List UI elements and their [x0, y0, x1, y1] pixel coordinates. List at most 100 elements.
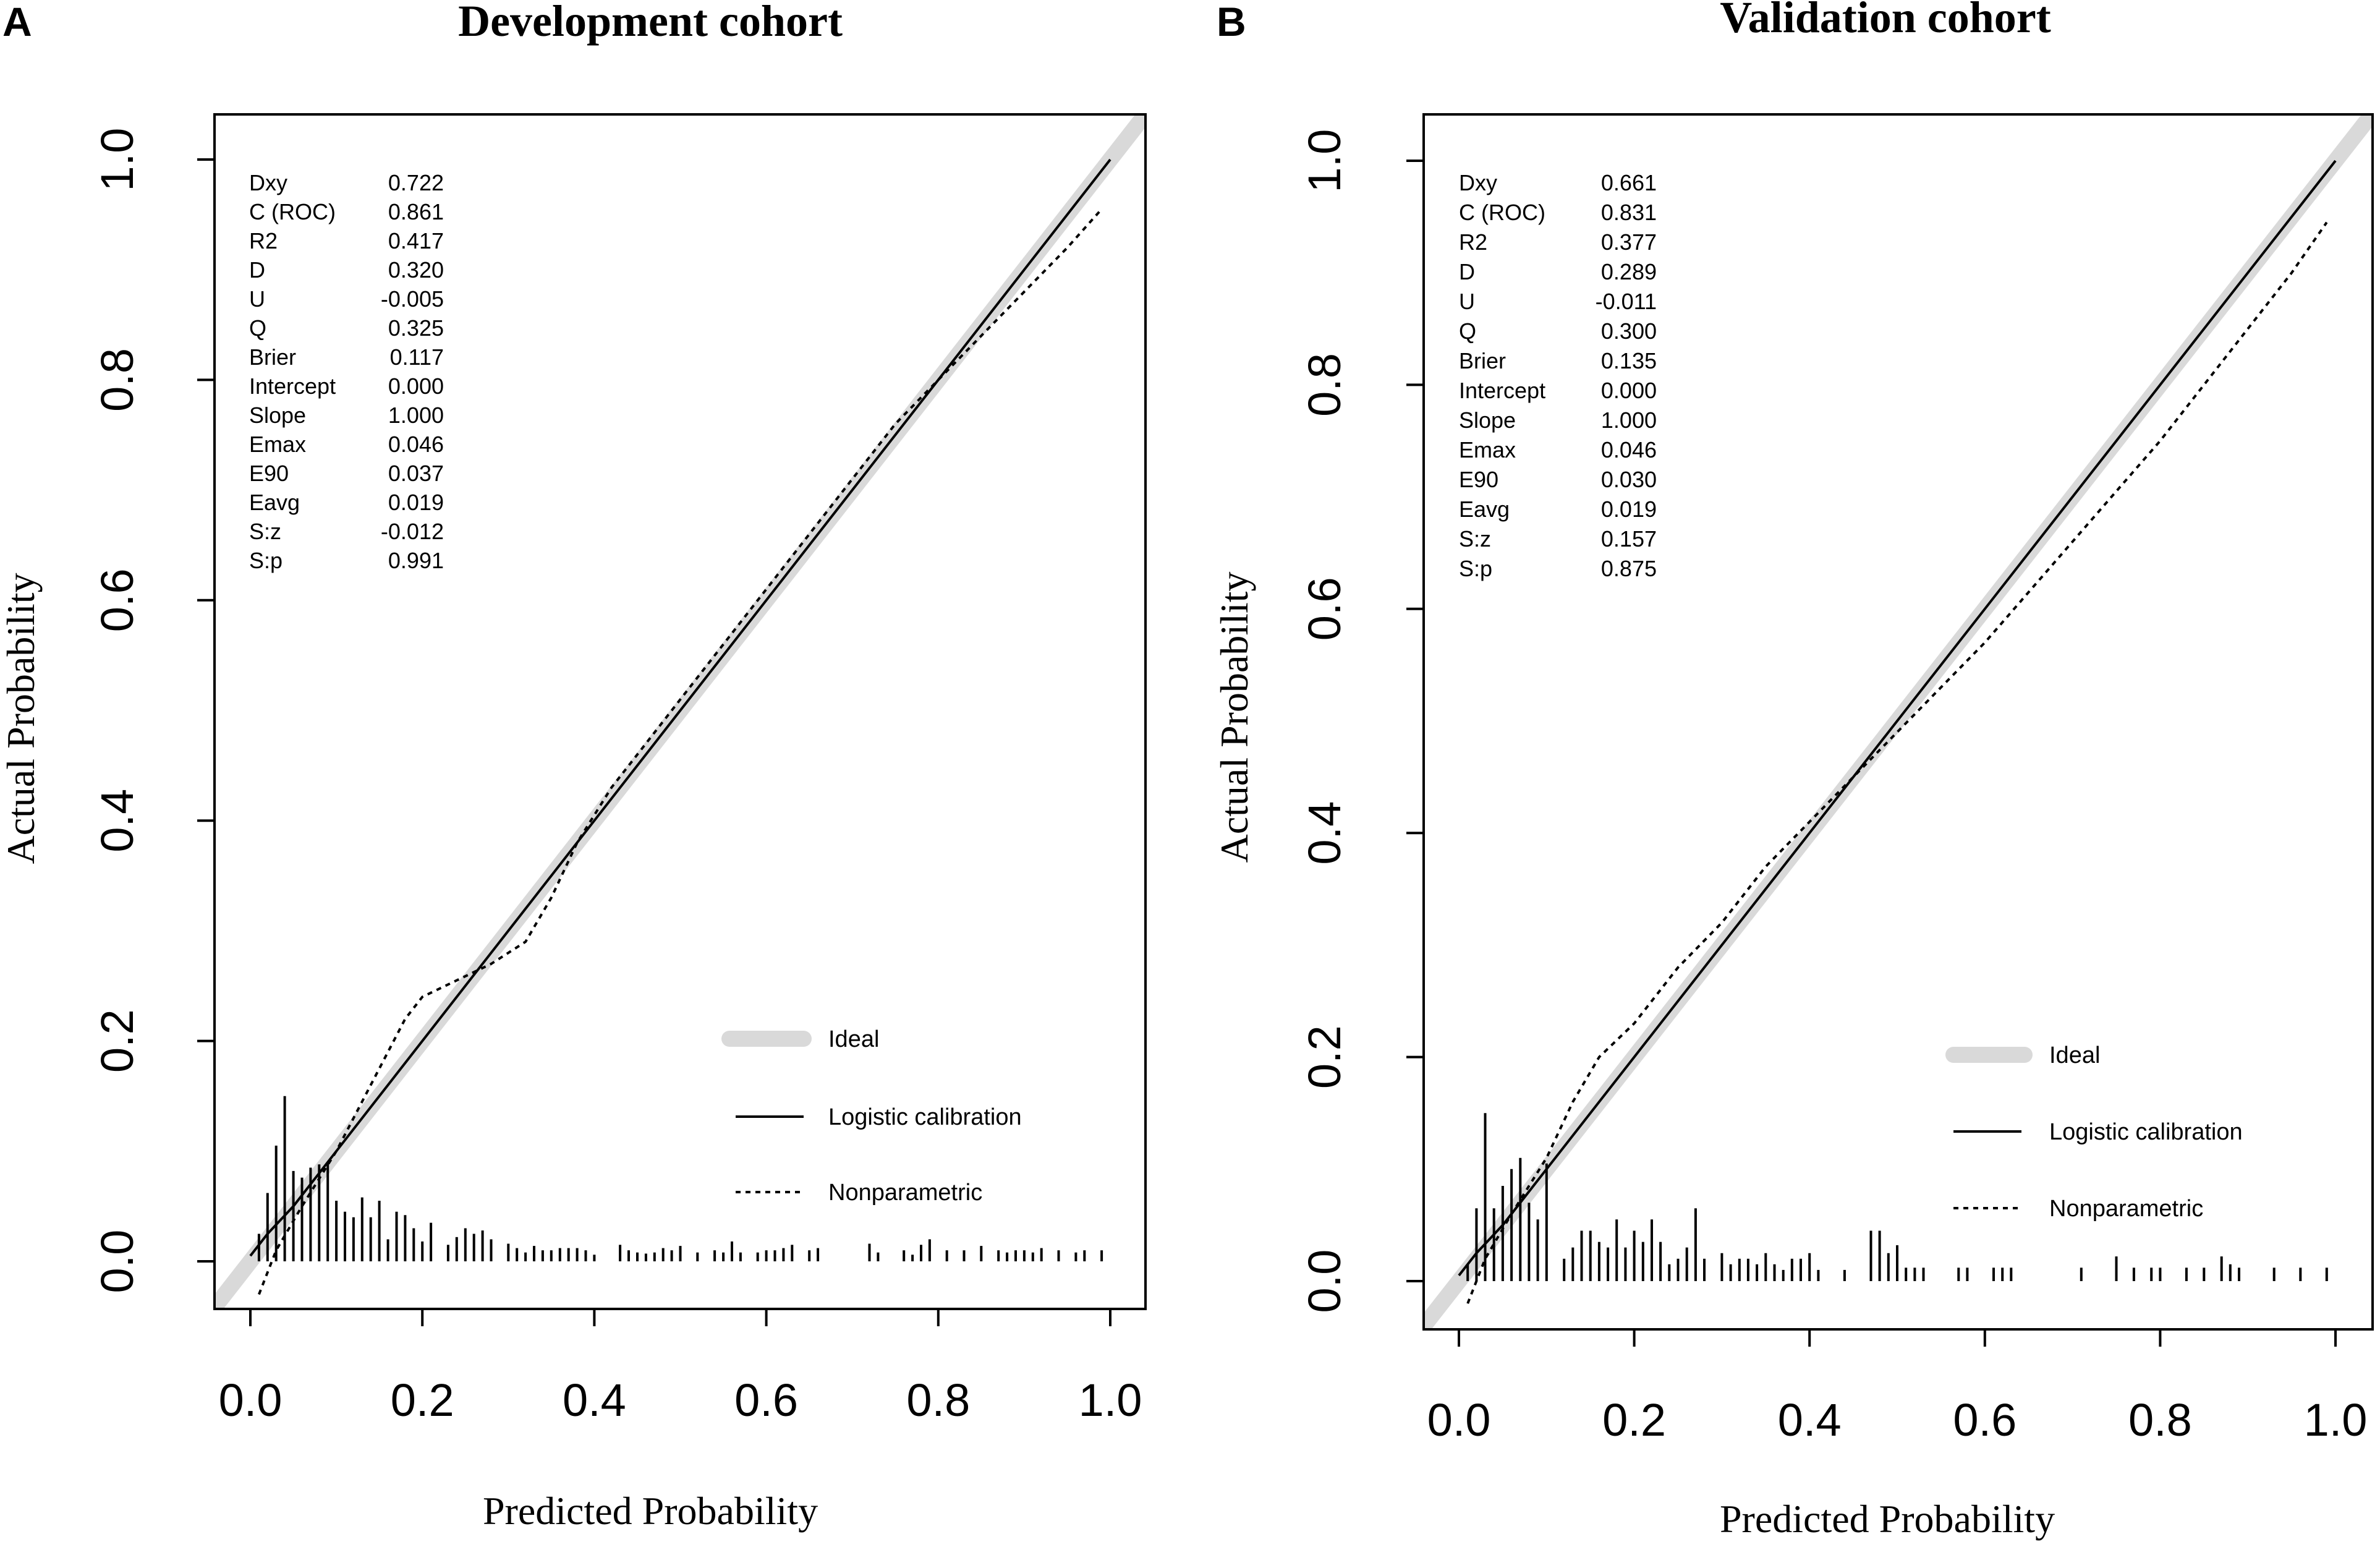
y-tick-label: 1.0 — [91, 128, 143, 192]
y-axis: 0.0 0.2 0.4 0.6 0.8 1.0 — [1299, 129, 1350, 1313]
legend-logistic-label: Logistic calibration — [2049, 1119, 2243, 1145]
y-tick-label: 0.8 — [91, 348, 143, 412]
y-tick-label: 0.6 — [1299, 577, 1350, 641]
legend-nonparametric-label: Nonparametric — [828, 1180, 982, 1206]
stat-label: Q — [1459, 318, 1476, 344]
stat-value: 0.417 — [388, 228, 444, 254]
stat-label: S:z — [1459, 526, 1491, 552]
chart-title: Development cohort — [458, 0, 843, 46]
x-axis: 0.0 0.2 0.4 0.6 0.8 1.0 — [219, 1374, 1142, 1426]
plot-area — [1424, 114, 2373, 1329]
stat-value: 0.135 — [1601, 348, 1657, 373]
x-tick-label: 0.6 — [1953, 1394, 2017, 1446]
panel-letter: A — [2, 0, 32, 45]
stat-value: -0.005 — [381, 286, 444, 312]
stat-value: 0.300 — [1601, 318, 1657, 344]
panel-a: A Development cohort 0.0 0.2 0.4 0.6 0.8… — [0, 0, 1147, 1533]
stat-value: 0.037 — [388, 461, 444, 486]
y-tick-label: 0.6 — [91, 568, 143, 632]
stat-value: 0.019 — [388, 490, 444, 515]
stat-value: -0.011 — [1596, 289, 1657, 314]
stat-label: S:p — [249, 548, 283, 573]
stat-label: U — [1459, 289, 1475, 314]
stat-value: 1.000 — [388, 403, 444, 428]
stat-label: Intercept — [1459, 378, 1545, 403]
stat-label: Eavg — [1459, 496, 1510, 522]
x-tick-label: 0.8 — [2128, 1394, 2192, 1446]
stat-label: D — [249, 257, 265, 283]
panel-b: B Validation cohort 0.0 0.2 0.4 0.6 0.8 … — [1212, 0, 2374, 1541]
y-axis: 0.0 0.2 0.4 0.6 0.8 1.0 — [91, 128, 143, 1293]
stats-table: Dxy 0.722 C (ROC) 0.861 R2 0.417 D 0.320… — [249, 170, 444, 573]
stat-label: R2 — [249, 228, 278, 254]
stat-value: 1.000 — [1601, 407, 1657, 433]
stat-label: Slope — [249, 403, 306, 428]
x-tick-label: 0.0 — [219, 1374, 283, 1426]
stat-value: 0.661 — [1601, 170, 1657, 195]
y-tick-label: 1.0 — [1299, 129, 1350, 193]
x-axis-label: Predicted Probability — [1720, 1497, 2055, 1541]
stat-value: 0.289 — [1601, 259, 1657, 284]
x-tick-label: 1.0 — [1079, 1374, 1142, 1426]
plot-area — [215, 114, 1145, 1309]
stat-value: 0.875 — [1601, 556, 1657, 581]
plot-frame — [1422, 113, 2374, 1331]
legend-ideal-label: Ideal — [828, 1026, 879, 1052]
chart-title: Validation cohort — [1720, 0, 2051, 42]
x-tick-label: 0.0 — [1427, 1394, 1491, 1446]
x-axis: 0.0 0.2 0.4 0.6 0.8 1.0 — [1427, 1394, 2368, 1446]
stat-value: 0.861 — [388, 199, 444, 224]
legend-logistic-label: Logistic calibration — [828, 1104, 1022, 1130]
panel-letter: B — [1217, 0, 1246, 45]
stat-label: S:p — [1459, 556, 1492, 581]
y-tick-label: 0.0 — [1299, 1250, 1350, 1313]
x-tick-label: 0.4 — [563, 1374, 626, 1426]
stat-label: Brier — [249, 344, 296, 370]
stat-label: Q — [249, 315, 266, 341]
stat-label: E90 — [249, 461, 289, 486]
stat-label: Slope — [1459, 407, 1516, 433]
nonparametric-line — [1466, 221, 2328, 1304]
stat-value: 0.157 — [1601, 526, 1657, 552]
stat-label: U — [249, 286, 265, 312]
legend-ideal-label: Ideal — [2049, 1042, 2100, 1068]
stat-value: 0.991 — [388, 548, 444, 573]
stat-value: 0.000 — [388, 373, 444, 399]
stat-value: -0.012 — [381, 519, 444, 544]
y-tick-label: 0.8 — [1299, 353, 1350, 417]
stat-value: 0.320 — [388, 257, 444, 283]
stat-label: Eavg — [249, 490, 300, 515]
stat-label: Dxy — [1459, 170, 1497, 195]
stat-value: 0.117 — [390, 344, 444, 370]
legend: Ideal Logistic calibration Nonparametric — [1945, 1042, 2243, 1222]
stat-label: R2 — [1459, 229, 1487, 255]
nonparametric-line — [258, 208, 1103, 1295]
stat-value: 0.000 — [1601, 378, 1657, 403]
y-axis-label: Actual Probability — [0, 573, 43, 864]
stat-label: C (ROC) — [249, 199, 336, 224]
y-tick-label: 0.0 — [91, 1230, 143, 1293]
stat-value: 0.046 — [1601, 437, 1657, 462]
y-tick-label: 0.4 — [91, 789, 143, 853]
stat-label: Brier — [1459, 348, 1506, 373]
x-tick-label: 0.4 — [1778, 1394, 1842, 1446]
y-tick-label: 0.2 — [1299, 1025, 1350, 1089]
stat-label: S:z — [249, 519, 281, 544]
stat-value: 0.019 — [1601, 496, 1657, 522]
stat-label: C (ROC) — [1459, 200, 1545, 225]
stat-value: 0.377 — [1601, 229, 1657, 255]
stat-label: Intercept — [249, 373, 336, 399]
legend-nonparametric-label: Nonparametric — [2049, 1196, 2203, 1222]
x-tick-label: 0.8 — [906, 1374, 970, 1426]
x-tick-label: 1.0 — [2304, 1394, 2368, 1446]
y-tick-label: 0.4 — [1299, 801, 1350, 865]
stat-value: 0.046 — [388, 432, 444, 457]
stat-value: 0.030 — [1601, 467, 1657, 492]
stat-value: 0.831 — [1601, 200, 1657, 225]
x-tick-label: 0.2 — [1602, 1394, 1666, 1446]
x-tick-label: 0.6 — [734, 1374, 798, 1426]
x-tick-label: 0.2 — [391, 1374, 454, 1426]
stat-label: D — [1459, 259, 1475, 284]
stat-label: Dxy — [249, 170, 287, 195]
